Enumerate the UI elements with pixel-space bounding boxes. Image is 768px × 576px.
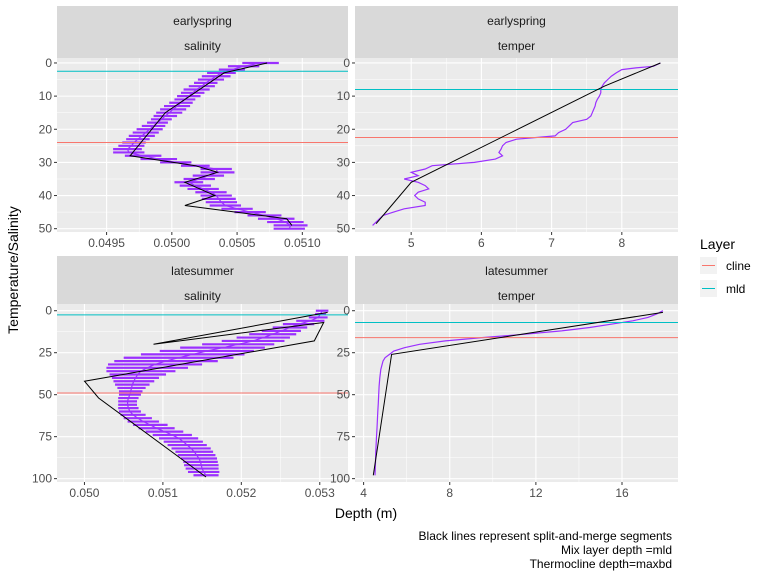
x-tick-label: 6 [478,236,485,250]
segment-line [375,62,661,225]
y-tick-label: 30 [39,155,53,169]
strip-label-variable: salinity [184,39,221,53]
panel-background [355,304,678,482]
x-tick-label: 0.0500 [153,236,190,250]
y-tick-label: 100 [330,472,350,486]
caption-line-2: Mix layer depth =mld [561,543,672,557]
y-tick-label: 30 [337,155,351,169]
x-axis-title: Depth (m) [335,505,397,521]
y-tick-label: 40 [39,189,53,203]
x-tick-label: 4 [360,486,367,500]
x-tick-label: 0.0510 [284,236,321,250]
y-tick-label: 0 [343,56,350,70]
y-tick-label: 50 [337,388,351,402]
y-tick-label: 50 [39,222,53,236]
caption: Black lines represent split-and-merge se… [419,529,672,571]
x-tick-label: 12 [529,486,543,500]
y-tick-label: 25 [337,346,351,360]
caption-line-1: Black lines represent split-and-merge se… [419,529,672,543]
x-tick-label: 0.050 [69,486,99,500]
panel-latesummer-temper: latesummer temper 4 8 12 16 0 25 50 75 100 [330,256,678,500]
legend: Layer cline mld [700,236,751,297]
y-tick-label: 0 [343,304,350,318]
y-tick-label: 20 [39,122,53,136]
panel-earlyspring-salinity: earlyspring salinity 0.0495 0.0500 0.0505 0.0… [39,6,348,250]
panel-data [355,310,678,476]
y-tick-label: 40 [337,189,351,203]
y-tick-label: 10 [39,89,53,103]
x-tick-label: 8 [618,236,625,250]
segment-line [129,62,293,226]
y-tick-label: 20 [337,122,351,136]
strip-label-variable: temper [498,39,535,53]
x-tick-label: 0.052 [226,486,256,500]
y-axis-title: Temperature/Salinity [5,206,21,334]
y-tick-label: 75 [39,430,53,444]
legend-title: Layer [700,236,735,252]
strip-label-season: earlyspring [487,14,546,28]
panel-latesummer-salinity: latesummer salinity 0.050 0.051 0.052 0.053 0 2… [32,256,348,500]
x-tick-label: 8 [446,486,453,500]
facet-strip [57,6,348,58]
x-tick-label: 0.051 [148,486,178,500]
y-tick-label: 50 [39,388,53,402]
y-tick-label: 10 [337,89,351,103]
legend-label-cline: cline [726,259,751,273]
y-tick-label: 75 [337,430,351,444]
x-tick-label: 0.0505 [219,236,256,250]
y-tick-label: 50 [337,222,351,236]
profile-line [126,62,292,229]
panel-earlyspring-temper: earlyspring temper 5 6 7 8 0 10 20 30 40 50 [337,6,678,250]
y-tick-label: 0 [45,304,52,318]
strip-label-variable: salinity [184,289,221,303]
segment-line [83,311,328,478]
strip-label-season: earlyspring [173,14,232,28]
panel-data [57,61,348,230]
panel-background [57,58,348,232]
panel-data [57,309,348,478]
y-tick-label: 25 [39,346,53,360]
strip-label-season: latesummer [485,264,548,278]
x-tick-label: 5 [408,236,415,250]
profile-line [374,310,664,476]
panel-data [355,62,678,226]
y-tick-label: 100 [32,472,52,486]
segment-line [372,311,663,476]
legend-label-mld: mld [726,282,745,296]
strip-label-variable: temper [498,289,535,303]
x-tick-label: 0.053 [305,486,335,500]
facet-strip [355,6,678,58]
caption-line-3: Thermocline depth=maxbd [530,557,672,571]
facet-strip [355,256,678,304]
x-tick-label: 16 [615,486,629,500]
y-tick-label: 0 [45,56,52,70]
x-tick-label: 0.0495 [88,236,125,250]
x-tick-label: 7 [548,236,555,250]
strip-label-season: latesummer [171,264,234,278]
facet-strip [57,256,348,304]
